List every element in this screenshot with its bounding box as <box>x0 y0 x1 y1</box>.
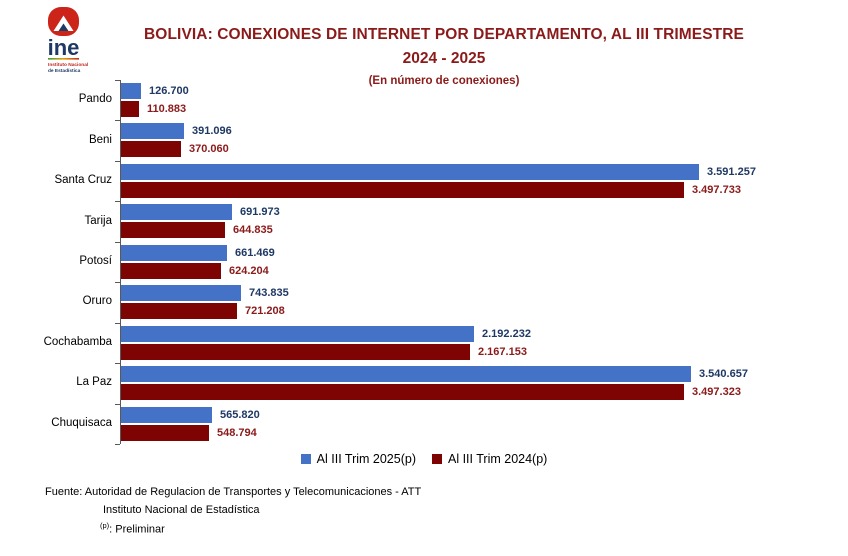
y-axis-tick <box>115 201 120 203</box>
bar-santa-cruz-2025 <box>121 163 699 180</box>
chart-subtitle: (En número de conexiones) <box>368 75 520 87</box>
y-axis-tick <box>115 160 120 162</box>
category-label-cochabamba: Cochabamba <box>43 335 112 348</box>
bar-cochabamba-2025 <box>121 325 474 342</box>
y-axis-line <box>120 80 121 444</box>
category-label-tarija: Tarija <box>84 214 112 227</box>
bar-oruro-2025 <box>121 285 241 302</box>
value-label-la-paz-2025: 3.540.657 <box>699 368 748 381</box>
category-label-oruro: Oruro <box>82 295 112 308</box>
value-label-cochabamba-2025: 2.192.232 <box>482 327 531 340</box>
category-label-pando: Pando <box>78 93 112 106</box>
ine-logo-subtext-2: de Estadística <box>48 68 81 74</box>
legend-item-2025: Al III Trim 2025(p) <box>300 452 416 466</box>
y-axis-tick <box>115 120 120 122</box>
value-label-beni-2025: 391.096 <box>192 125 232 138</box>
ine-logo: ine Instituto Nacional de Estadística <box>36 6 92 76</box>
bar-santa-cruz-2024 <box>121 181 684 198</box>
legend-item-2024: Al III Trim 2024(p) <box>432 452 547 466</box>
y-axis-tick <box>115 322 120 324</box>
category-label-beni: Beni <box>88 133 112 146</box>
legend-swatch-icon <box>432 454 442 464</box>
value-label-santa-cruz-2025: 3.591.257 <box>707 165 756 178</box>
chart-legend: Al III Trim 2025(p) Al III Trim 2024(p) <box>0 451 848 467</box>
value-label-tarija-2024: 644.835 <box>233 224 273 237</box>
value-label-cochabamba-2024: 2.167.153 <box>478 345 527 358</box>
y-axis-tick <box>115 80 120 81</box>
source-line: Fuente: Autoridad de Regulacion de Trans… <box>45 486 422 498</box>
value-label-pando-2025: 126.700 <box>149 85 189 97</box>
legend-label: Al III Trim 2025(p) <box>316 452 416 466</box>
bar-potosí-2025 <box>121 244 227 261</box>
bar-la-paz-2025 <box>121 366 691 383</box>
value-label-oruro-2024: 721.208 <box>245 305 285 318</box>
legend-swatch-icon <box>300 454 311 464</box>
y-axis-tick <box>115 363 120 365</box>
value-label-pando-2024: 110.883 <box>147 103 187 115</box>
value-label-oruro-2025: 743.835 <box>249 287 289 300</box>
y-axis-tick <box>115 241 120 243</box>
chart-title-line1: BOLIVIA: CONEXIONES DE INTERNET POR DEPA… <box>144 26 744 43</box>
bar-pando-2024 <box>121 101 139 117</box>
source-line-2: Instituto Nacional de Estadística <box>103 504 260 516</box>
ine-logo-subtext-1: Instituto Nacional <box>48 62 88 68</box>
preliminary-text: : Preliminar <box>109 523 165 536</box>
legend-label: Al III Trim 2024(p) <box>448 452 548 466</box>
value-label-santa-cruz-2024: 3.497.733 <box>692 183 741 196</box>
category-label-santa-cruz: Santa Cruz <box>54 174 112 187</box>
bar-pando-2025 <box>121 83 141 99</box>
bar-tarija-2024 <box>121 222 225 239</box>
chart-title-line2: 2024 - 2025 <box>402 50 486 67</box>
value-label-la-paz-2024: 3.497.323 <box>692 386 741 399</box>
bar-la-paz-2024 <box>121 384 684 401</box>
y-axis-tick <box>115 282 120 284</box>
y-axis-tick <box>115 443 120 445</box>
bar-oruro-2024 <box>121 303 237 320</box>
bar-tarija-2025 <box>121 204 232 221</box>
value-label-chuquisaca-2024: 548.794 <box>217 426 257 439</box>
ine-logo-icon: ine Instituto Nacional de Estadística <box>48 7 88 74</box>
category-label-chuquisaca: Chuquisaca <box>51 416 112 429</box>
ine-logo-text: ine <box>48 35 80 60</box>
y-axis-tick <box>115 403 120 405</box>
category-label-la-paz: La Paz <box>76 376 112 389</box>
bar-chuquisaca-2024 <box>121 424 209 441</box>
value-label-potosí-2025: 661.469 <box>235 246 275 259</box>
value-label-beni-2024: 370.060 <box>189 143 229 156</box>
bar-cochabamba-2024 <box>121 343 470 360</box>
category-label-potosí: Potosí <box>79 254 112 267</box>
preliminary-note: (p): Preliminar <box>100 521 165 536</box>
value-label-potosí-2024: 624.204 <box>229 264 269 277</box>
bar-beni-2025 <box>121 123 184 140</box>
value-label-tarija-2025: 691.973 <box>240 206 280 219</box>
bar-chuquisaca-2025 <box>121 406 212 423</box>
bar-potosí-2024 <box>121 262 221 279</box>
preliminary-superscript: (p) <box>100 521 110 530</box>
bar-beni-2024 <box>121 141 181 158</box>
value-label-chuquisaca-2025: 565.820 <box>220 408 260 421</box>
